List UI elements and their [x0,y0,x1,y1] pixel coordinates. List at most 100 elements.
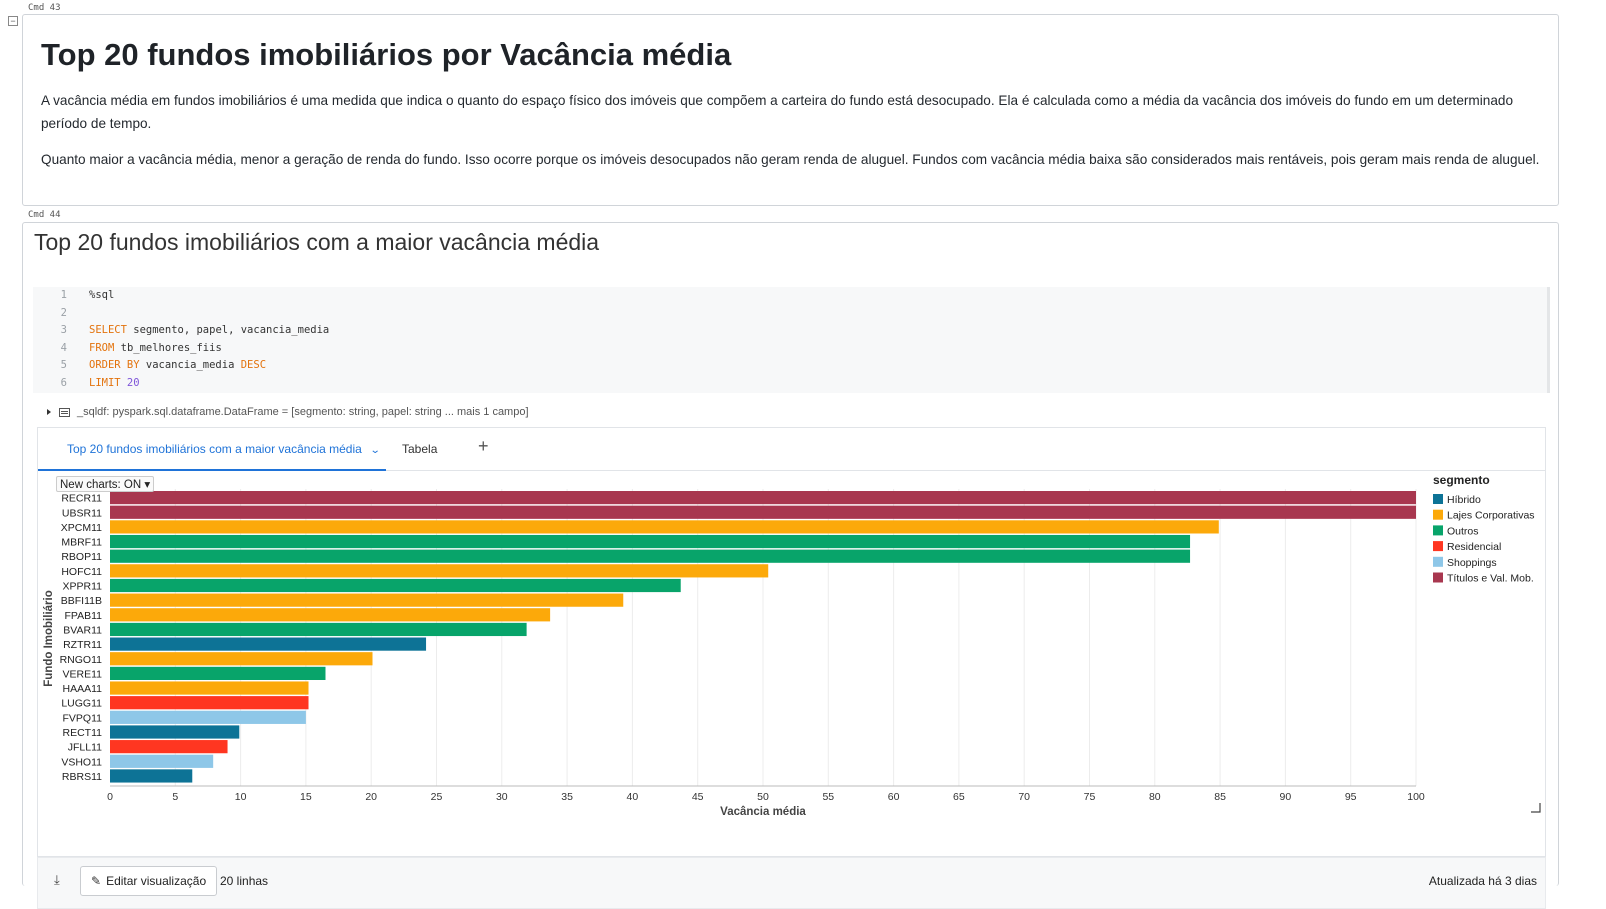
bar-rngo11 [110,652,373,666]
tab-chart-label: Top 20 fundos imobiliários com a maior v… [67,442,362,456]
bar-rztr11 [110,637,427,651]
y-tick-label: RECR11 [61,493,102,505]
tab-chart[interactable]: Top 20 fundos imobiliários com a maior v… [67,442,381,456]
bar-xppr11 [110,578,681,593]
bar-vere11 [110,666,326,680]
y-tick-label: MBRF11 [61,537,102,549]
bar-rbrs11 [110,769,193,783]
y-tick-label: FPAB11 [64,610,102,622]
expand-arrow-icon[interactable] [47,409,51,416]
bar-vsho11 [110,754,214,768]
code-line: 2 [33,305,1547,323]
bar-fvpq11 [110,710,306,724]
y-tick-label: RECT11 [63,727,103,739]
y-tick-label: LUGG11 [61,698,102,710]
legend-label: Híbrido [1447,494,1481,506]
y-tick-label: XPPR11 [63,581,103,593]
legend-swatch [1433,572,1443,583]
row-count: 20 linhas [220,874,269,888]
x-tick-label: 85 [1214,791,1226,803]
x-tick-label: 40 [627,791,639,803]
legend-swatch [1433,509,1443,520]
legend-swatch [1433,556,1443,567]
new-charts-toggle[interactable]: New charts: ON ▾ [56,476,155,492]
bar-ubsr11 [110,505,1416,519]
x-axis-title: Vacância média [720,806,806,818]
visualization-panel: Top 20 fundos imobiliários com a maior v… [37,427,1546,857]
x-tick-label: 5 [172,791,178,803]
legend-label: Outros [1447,525,1479,537]
bar-chart: 0 5 10 15 20 25 30 35 40 45 50 55 60 65 70 75 80 85 90 95 10… [43,473,1541,818]
active-tab-indicator [38,469,386,471]
y-tick-label: JFLL11 [68,742,102,754]
bar-haaa11 [110,681,309,695]
legend-swatch [1433,541,1443,552]
edit-visualization-button[interactable]: ✎ Editar visualização [80,866,218,896]
line-number: 1 [60,289,67,301]
cell-title: Top 20 fundos imobiliários com a maior v… [34,229,600,255]
bar-rbop11 [110,549,1191,563]
line-number: 2 [60,306,67,319]
y-tick-label: HAAA11 [63,683,103,695]
bar-fpab11 [110,608,551,622]
viz-tabbar: Top 20 fundos imobiliários com a maior v… [38,428,1545,471]
legend-title: segmento [1433,473,1490,487]
sql-number: 20 [120,377,140,389]
line-number: 5 [60,359,67,372]
cell-label-cmd43: Cmd 43 [28,3,61,13]
sql-text: segmento, papel, vacancia_media [126,324,330,337]
code-line: 1 %sql [33,287,1547,305]
x-tick-label: 25 [431,791,443,803]
y-tick-label: XPCM11 [61,522,102,534]
x-tick-label: 60 [888,791,900,803]
code-text: %sql [89,289,115,301]
y-tick-label: HOFC11 [61,566,102,578]
chevron-down-icon[interactable]: ⌄ [369,445,381,456]
line-number: 3 [60,324,67,337]
updated-timestamp: Atualizada há 3 dias [1428,874,1537,888]
add-tab-icon[interactable]: + [478,436,489,456]
bar-mbrf11 [110,534,1191,549]
y-tick-label: FVPQ11 [63,712,103,724]
edit-visualization-label: Editar visualização [106,874,207,888]
x-tick-label: 75 [1084,791,1096,803]
y-tick-label: RNGO11 [60,654,103,666]
bar-lugg11 [110,696,309,710]
code-text: LIMIT 20 [89,375,140,393]
x-tick-label: 0 [107,791,113,803]
sql-keyword: ORDER BY [89,359,140,372]
y-tick-label: VSHO11 [61,756,102,768]
sql-keyword: DESC [240,359,267,372]
legend-swatch [1433,525,1443,536]
cell-label-cmd44: Cmd 44 [28,210,61,220]
download-icon[interactable]: ⤓ [54,872,60,887]
y-tick-label: UBSR11 [62,507,102,519]
y-axis-title: Fundo Imobiliário [43,590,55,686]
code-line: 5 ORDER BY vacancia_media DESC [33,357,1547,375]
dataframe-info[interactable]: _sqldf: pyspark.sql.dataframe.DataFrame … [47,406,529,418]
line-number: 4 [60,341,67,354]
tab-table[interactable]: Tabela [402,442,438,456]
code-line: 3 SELECT segmento, papel, vacancia_media [33,322,1547,340]
x-tick-label: 70 [1018,791,1030,803]
code-text: ORDER BY vacancia_media DESC [89,357,266,375]
page-title: Top 20 fundos imobiliários por Vacância … [41,37,732,72]
resize-handle-icon [1531,803,1541,813]
bar-bvar11 [110,622,527,637]
chevron-down-icon: ▾ [144,479,151,491]
code-editor[interactable]: 1 %sql 2 3 SELECT segmento, papel, vacanci… [33,287,1550,393]
sql-text: tb_melhores_fiis [114,341,222,354]
y-tick-label: VERE11 [63,668,103,680]
legend-label: Lajes Corporativas [1447,510,1535,522]
x-tick-label: 95 [1345,791,1357,803]
x-tick-label: 65 [953,791,965,803]
legend-swatch [1433,494,1443,504]
y-tick-label: BBFI11B [61,595,102,607]
x-tick-label: 10 [235,791,247,803]
collapse-cell-icon[interactable]: − [8,16,18,26]
code-cell[interactable]: Top 20 fundos imobiliários com a maior v… [22,222,1559,909]
table-icon [59,407,70,417]
viz-footer: ⤓ ✎ Editar visualização 20 linhas Atualiz… [37,857,1546,909]
pencil-icon: ✎ [91,874,102,888]
markdown-cell[interactable]: Top 20 fundos imobiliários por Vacância … [22,14,1559,206]
